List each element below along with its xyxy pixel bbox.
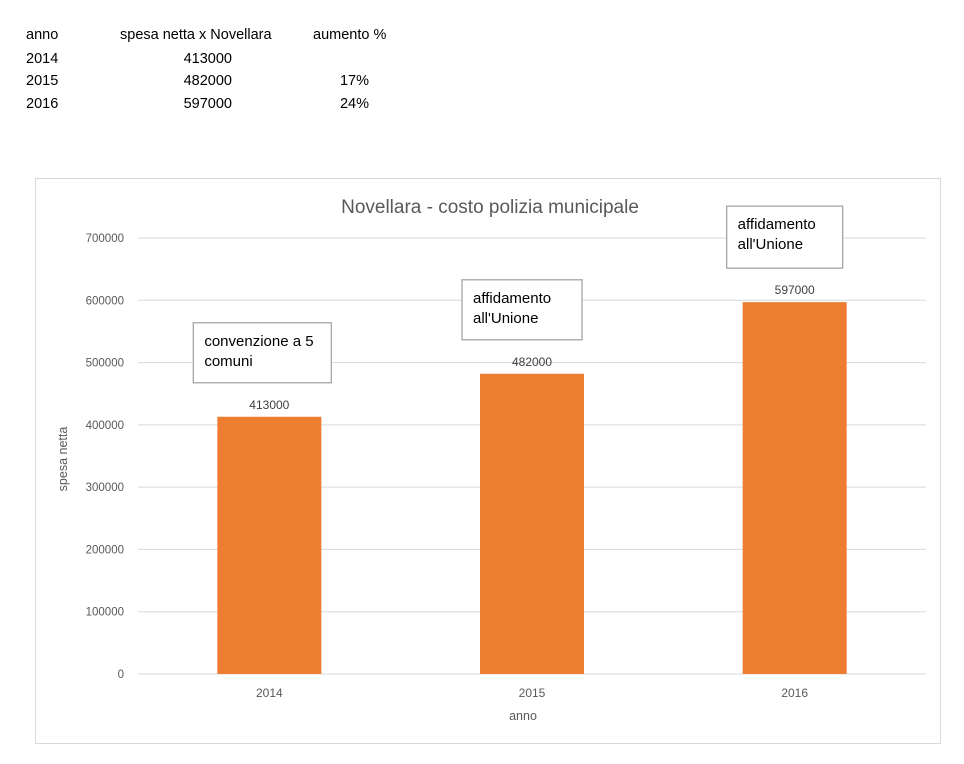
cell-spesa-2016: 597000 xyxy=(183,96,232,112)
cell-anno-2015: 2015 xyxy=(26,73,59,89)
data-labels: 413000 2014 482000 2015 597000 2016 xyxy=(249,283,815,700)
cell-aumento-2016: 24% xyxy=(339,96,369,112)
y-tick-label: 0 xyxy=(118,669,124,681)
annotation-box xyxy=(461,279,583,341)
chart-title: Novellara - costo polizia municipale xyxy=(341,197,639,218)
data-label-2014: 413000 xyxy=(249,398,289,412)
x-tick-label-2015: 2015 xyxy=(519,686,546,700)
spreadsheet-table: anno spesa netta x Novellara aumento % 2… xyxy=(0,0,964,130)
annotation-box xyxy=(726,205,844,269)
y-tick-label: 100000 xyxy=(86,607,124,619)
bar-2016 xyxy=(742,302,847,674)
annotation-text: affidamento xyxy=(738,216,816,233)
x-axis-title: anno xyxy=(509,709,537,723)
cell-anno-2016: 2016 xyxy=(26,96,59,112)
chart-area[interactable]: Novellara - costo polizia municipale 0 10… xyxy=(35,178,941,744)
x-tick-label-2016: 2016 xyxy=(781,686,808,700)
y-tick-label: 600000 xyxy=(86,295,124,307)
y-tick-label: 500000 xyxy=(86,358,124,370)
cell-anno-2014: 2014 xyxy=(26,51,59,67)
bar-2015 xyxy=(480,373,584,674)
y-axis-title: spesa netta xyxy=(56,427,70,492)
annotation-text: affidamento xyxy=(473,290,551,307)
bar-2014 xyxy=(217,416,322,674)
annotation-2016: affidamento all'Unione xyxy=(726,205,844,269)
y-tick-label: 400000 xyxy=(86,420,124,432)
y-tick-label: 700000 xyxy=(86,233,124,245)
annotation-box xyxy=(192,322,332,384)
bar-chart: Novellara - costo polizia municipale 0 10… xyxy=(56,197,926,723)
annotation-text: comuni xyxy=(204,353,252,370)
annotation-text: all'Unione xyxy=(738,236,803,253)
cell-aumento-2015: 17% xyxy=(339,73,369,89)
annotation-text: convenzione a 5 xyxy=(204,333,313,350)
annotation-2015: affidamento all'Unione xyxy=(461,279,583,341)
bars xyxy=(217,302,847,674)
header-aumento: aumento % xyxy=(313,27,387,43)
y-tick-label: 300000 xyxy=(86,482,124,494)
x-tick-label-2014: 2014 xyxy=(256,686,283,700)
header-anno: anno xyxy=(26,27,59,43)
annotation-2014: convenzione a 5 comuni xyxy=(192,322,332,384)
header-spesa: spesa netta x Novellara xyxy=(120,27,272,43)
annotations: convenzione a 5 comuni affidamento all'Unio… xyxy=(192,205,844,384)
cell-spesa-2014: 413000 xyxy=(183,51,232,67)
y-tick-label: 200000 xyxy=(86,544,124,556)
data-label-2015: 482000 xyxy=(512,355,552,369)
annotation-text: all'Unione xyxy=(473,310,538,327)
cell-spesa-2015: 482000 xyxy=(183,73,232,89)
data-label-2016: 597000 xyxy=(775,283,815,297)
